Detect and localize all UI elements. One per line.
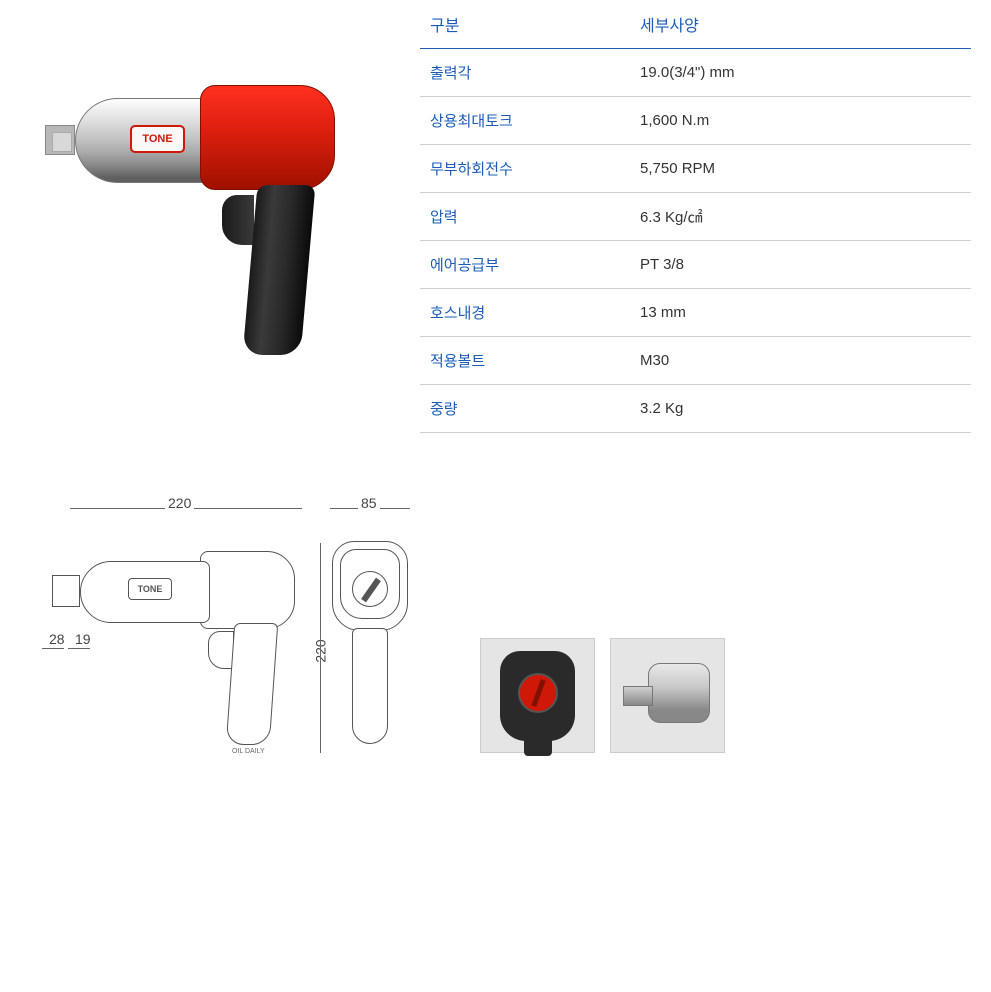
thumbnail-row bbox=[480, 493, 725, 763]
dim-width: 85 bbox=[358, 495, 380, 511]
table-row: 무부하회전수 5,750 RPM bbox=[420, 145, 971, 193]
table-row: 중량 3.2 Kg bbox=[420, 385, 971, 433]
oil-note: OIL DAILY bbox=[232, 748, 265, 755]
thumbnail-anvil-view bbox=[610, 638, 725, 753]
impact-wrench-illustration: TONE bbox=[45, 20, 365, 360]
side-view-outline: TONE OIL DAILY bbox=[70, 523, 310, 763]
spec-label: 호스내경 bbox=[420, 289, 630, 337]
spec-value: 5,750 RPM bbox=[630, 145, 971, 193]
thumbnail-rear-view bbox=[480, 638, 595, 753]
spec-value: M30 bbox=[630, 337, 971, 385]
dim-length: 220 bbox=[165, 495, 194, 511]
outline-logo: TONE bbox=[128, 578, 172, 600]
table-row: 호스내경 13 mm bbox=[420, 289, 971, 337]
table-row: 에어공급부 PT 3/8 bbox=[420, 241, 971, 289]
spec-label: 중량 bbox=[420, 385, 630, 433]
table-row: 압력 6.3 Kg/㎠ bbox=[420, 193, 971, 241]
spec-label: 출력각 bbox=[420, 49, 630, 97]
spec-value: PT 3/8 bbox=[630, 241, 971, 289]
table-row: 적용볼트 M30 bbox=[420, 337, 971, 385]
dimension-diagram: 220 85 28 19 220 TONE OIL DAILY bbox=[30, 493, 450, 763]
anvil-part bbox=[45, 125, 75, 155]
spec-label: 적용볼트 bbox=[420, 337, 630, 385]
product-image-area: TONE bbox=[0, 0, 420, 433]
table-row: 상용최대토크 1,600 N.m bbox=[420, 97, 971, 145]
spec-label: 에어공급부 bbox=[420, 241, 630, 289]
spec-header-label: 구분 bbox=[420, 0, 630, 49]
top-section: TONE 구분 세부사양 출력각 19.0(3/4") mm bbox=[0, 0, 991, 433]
spec-value: 6.3 Kg/㎠ bbox=[630, 193, 971, 241]
spec-label: 압력 bbox=[420, 193, 630, 241]
bottom-section: 220 85 28 19 220 TONE OIL DAILY bbox=[0, 433, 991, 763]
spec-value: 3.2 Kg bbox=[630, 385, 971, 433]
spec-label: 상용최대토크 bbox=[420, 97, 630, 145]
dim-anvil-proj: 28 bbox=[46, 631, 68, 647]
brand-logo: TONE bbox=[130, 125, 185, 153]
rear-view-outline bbox=[330, 523, 410, 763]
dim-line bbox=[320, 543, 321, 753]
spec-value: 1,600 N.m bbox=[630, 97, 971, 145]
spec-value: 19.0(3/4") mm bbox=[630, 49, 971, 97]
table-row: 출력각 19.0(3/4") mm bbox=[420, 49, 971, 97]
spec-value: 13 mm bbox=[630, 289, 971, 337]
spec-label: 무부하회전수 bbox=[420, 145, 630, 193]
dim-line bbox=[42, 648, 64, 649]
spec-header-value: 세부사양 bbox=[630, 0, 971, 49]
spec-table: 구분 세부사양 출력각 19.0(3/4") mm 상용최대토크 1,600 N… bbox=[420, 0, 991, 433]
trigger-part bbox=[222, 195, 254, 245]
body-part bbox=[200, 85, 335, 190]
